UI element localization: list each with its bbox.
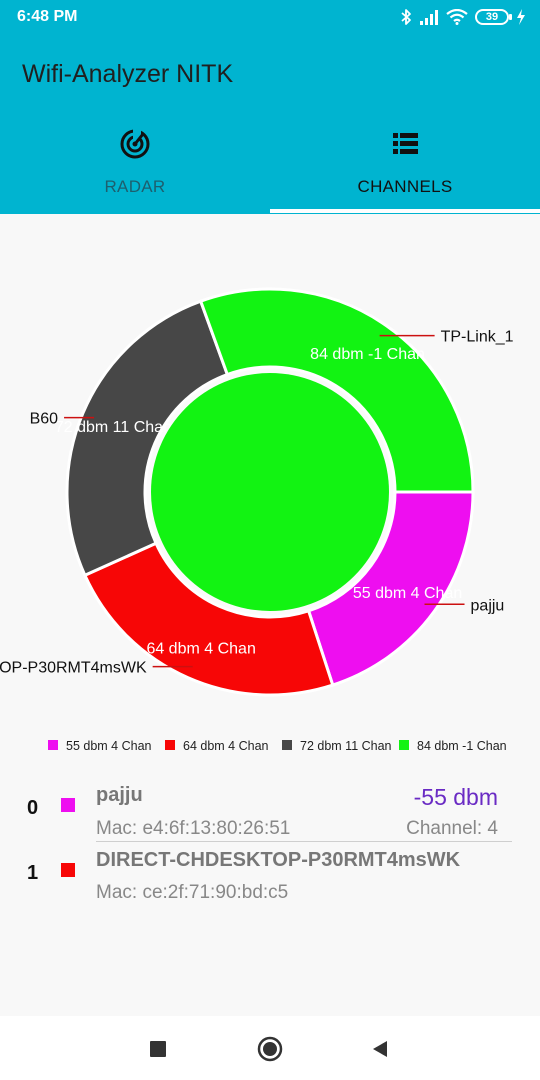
legend-label: 84 dbm -1 Chan <box>417 739 507 753</box>
wifi-icon <box>446 9 468 25</box>
network-ssid: pajju <box>96 784 143 807</box>
signal-donut-chart: 55 dbm 4 Chan pajju 64 dbm 4 Chan DIRECT-CH… <box>0 214 540 774</box>
legend-swatch <box>399 740 409 750</box>
network-signal: -55 dbm <box>414 784 498 811</box>
back-button[interactable] <box>367 1036 393 1062</box>
slice-label: 72 dbm 11 Chan <box>55 419 172 436</box>
legend-label: 72 dbm 11 Chan <box>300 739 392 753</box>
legend-swatch <box>282 740 292 750</box>
tab-channels-label: CHANNELS <box>270 177 540 197</box>
slice-label: 84 dbm -1 Chan <box>310 346 425 363</box>
tab-channels[interactable]: CHANNELS <box>270 122 540 214</box>
network-color-swatch <box>61 798 75 812</box>
network-index: 1 <box>27 862 38 885</box>
callout-label: pajju <box>471 597 505 614</box>
legend-label: 64 dbm 4 Chan <box>183 739 269 753</box>
network-mac: Mac: e4:6f:13:80:26:51 <box>96 818 290 840</box>
network-index: 0 <box>27 797 38 820</box>
battery-indicator: 39 <box>475 9 509 25</box>
slice-label: 55 dbm 4 Chan <box>353 585 462 602</box>
radar-icon <box>119 128 151 160</box>
network-ssid: DIRECT-CHDESKTOP-P30RMT4msWK <box>96 849 460 872</box>
legend-label: 55 dbm 4 Chan <box>66 739 152 753</box>
charging-icon <box>516 9 526 25</box>
list-icon <box>389 128 421 160</box>
home-button[interactable] <box>257 1036 283 1062</box>
callout-label: B60 <box>30 411 59 428</box>
legend-swatch <box>48 740 58 750</box>
callout-label: TP-Link_1 <box>441 329 514 346</box>
app-title: Wifi-Analyzer NITK <box>22 60 233 89</box>
callout-label: DIRECT-CHDESKTOP-P30RMT4msWK <box>0 660 147 677</box>
bluetooth-icon <box>400 8 412 26</box>
tab-radar-label: RADAR <box>0 177 270 197</box>
system-nav-bar <box>0 1016 540 1080</box>
network-channel: Channel: 4 <box>406 818 498 840</box>
status-bar: 6:48 PM 39 <box>0 0 540 34</box>
slice-label: 64 dbm 4 Chan <box>146 640 255 657</box>
signal-icon <box>419 9 439 25</box>
network-row[interactable]: 0 pajju -55 dbm Mac: e4:6f:13:80:26:51 C… <box>0 778 540 844</box>
chart-svg: 55 dbm 4 Chan pajju 64 dbm 4 Chan DIRECT-CH… <box>0 214 540 774</box>
network-row[interactable]: 1 DIRECT-CHDESKTOP-P30RMT4msWK Mac: ce:2… <box>0 844 540 910</box>
donut-center <box>151 373 389 611</box>
app-bar: Wifi-Analyzer NITK RADAR CHANNELS <box>0 34 540 214</box>
tab-indicator <box>270 209 540 213</box>
recents-button[interactable] <box>145 1036 171 1062</box>
tab-radar[interactable]: RADAR <box>0 122 270 214</box>
network-mac: Mac: ce:2f:71:90:bd:c5 <box>96 882 288 904</box>
status-time: 6:48 PM <box>17 8 77 26</box>
legend-swatch <box>165 740 175 750</box>
row-divider <box>96 841 512 842</box>
network-color-swatch <box>61 863 75 877</box>
status-icons: 39 <box>400 6 526 28</box>
